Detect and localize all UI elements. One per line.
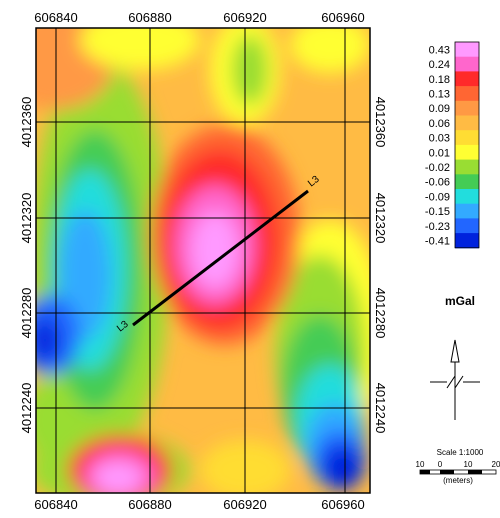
legend-value-label: -0.41 — [425, 235, 450, 247]
y-tick-label: 4012280 — [19, 288, 34, 339]
x-tick-label: 606840 — [34, 10, 77, 25]
y-tick-label: 4012360 — [19, 97, 34, 148]
color-scale-legend: 0.43 0.24 0.18 0.13 0.09 0.06 0.03 0.01 -0.02 -0.… — [425, 41, 480, 249]
legend-swatch — [455, 159, 479, 175]
legend-swatch — [455, 174, 479, 190]
legend-swatch — [455, 100, 479, 116]
y-tick-label: 4012240 — [19, 383, 34, 434]
map-frame — [35, 27, 371, 494]
legend-value-label: -0.15 — [425, 206, 450, 218]
x-tick-label: 606920 — [223, 497, 266, 512]
legend-value-label: 0.03 — [429, 133, 450, 145]
legend-swatch — [455, 189, 479, 205]
legend-value-label: 0.01 — [429, 147, 450, 159]
x-axis-top-labels: 606840 606880 606920 606960 — [34, 10, 364, 25]
legend-swatch — [455, 203, 479, 219]
legend-value-label: 0.13 — [429, 88, 450, 100]
scale-bar: Scale 1:1000 10 0 10 20 (meters) — [416, 448, 500, 485]
y-axis-right-labels: 4012360 4012320 4012280 4012240 — [373, 97, 388, 434]
x-tick-label: 606880 — [128, 497, 171, 512]
scale-tick: 0 — [438, 460, 443, 469]
y-axis-left-labels: 4012360 4012320 4012280 4012240 — [19, 97, 34, 434]
anomaly-field — [36, 28, 370, 493]
scale-tick: 10 — [416, 460, 425, 469]
legend-swatch — [455, 218, 479, 234]
legend-value-label: -0.09 — [425, 191, 450, 203]
x-tick-label: 606920 — [223, 10, 266, 25]
x-tick-label: 606840 — [34, 497, 77, 512]
x-tick-label: 606960 — [321, 497, 364, 512]
legend-unit-label: mGal — [445, 294, 475, 308]
legend-swatch — [455, 144, 479, 161]
x-tick-label: 606960 — [321, 10, 364, 25]
scale-text: Scale 1:1000 — [437, 448, 484, 457]
y-tick-label: 4012320 — [19, 193, 34, 244]
legend-swatch — [455, 56, 479, 72]
y-tick-label: 4012360 — [373, 97, 388, 148]
scale-tick: 20 — [492, 460, 500, 469]
legend-swatch — [455, 233, 479, 249]
legend-value-label: 0.18 — [429, 74, 450, 86]
legend-value-label: 0.06 — [429, 118, 450, 130]
legend-swatch — [455, 130, 479, 146]
legend-swatch — [455, 42, 479, 58]
legend-swatch — [455, 115, 479, 131]
scale-units: (meters) — [443, 476, 473, 485]
x-axis-bottom-labels: 606840 606880 606920 606960 — [34, 497, 364, 512]
legend-border — [454, 41, 480, 249]
x-tick-label: 606880 — [128, 10, 171, 25]
y-tick-label: 4012320 — [373, 193, 388, 244]
legend-value-label: 0.09 — [429, 103, 450, 115]
legend-value-label: -0.02 — [425, 162, 450, 174]
map-grid — [36, 28, 370, 493]
y-tick-label: 4012240 — [373, 383, 388, 434]
north-arrow-icon — [430, 339, 480, 420]
scale-tick: 10 — [464, 460, 473, 469]
legend-swatch — [455, 71, 479, 87]
legend-value-label: 0.43 — [429, 44, 450, 56]
legend-value-label: -0.23 — [425, 221, 450, 233]
legend-swatch — [455, 86, 479, 102]
y-tick-label: 4012280 — [373, 288, 388, 339]
legend-value-label: 0.24 — [429, 59, 450, 71]
legend-value-label: -0.06 — [425, 177, 450, 189]
